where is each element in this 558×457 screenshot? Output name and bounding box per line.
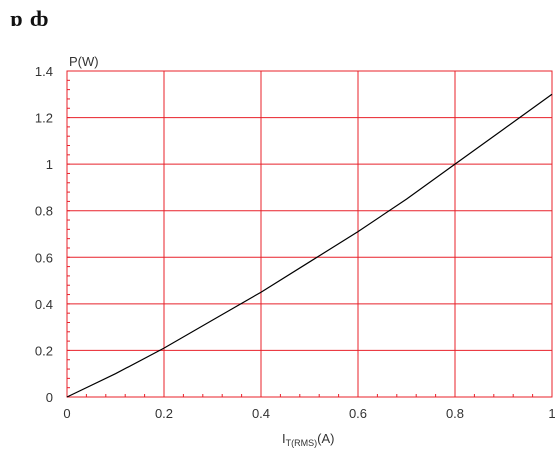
y-tick-label: 0.8	[35, 204, 53, 219]
y-tick-label: 0.2	[35, 343, 53, 358]
x-tick-label: 0	[63, 406, 70, 421]
y-tick-label: 0	[46, 390, 53, 405]
y-tick-label: 1.2	[35, 111, 53, 126]
x-axis-label-main: I	[282, 431, 286, 446]
x-axis-label-subscript: T(RMS)	[286, 438, 318, 448]
y-tick-label: 1	[46, 157, 53, 172]
y-axis-label: P(W)	[69, 54, 99, 69]
series-line	[66, 93, 553, 398]
series-layer	[66, 93, 553, 398]
y-tick-label: 0.6	[35, 250, 53, 265]
x-axis-label: IT(RMS)(A)	[282, 431, 334, 448]
tick-labels: 0 0.2 0.4 0.6 0.8 1 0 0.2 0.4 0.6 0.8 1 1.2 1.4	[35, 64, 556, 421]
y-tick-label: 0.4	[35, 297, 53, 312]
chart-title-glyphs: ɒ ȸ	[10, 6, 50, 31]
x-tick-label: 0.6	[349, 406, 367, 421]
x-tick-label: 0.2	[155, 406, 173, 421]
x-axis-label-unit: (A)	[317, 431, 334, 446]
minor-ticks	[66, 70, 553, 398]
y-tick-label: 1.4	[35, 64, 53, 79]
grid-lines	[66, 70, 553, 398]
x-tick-label: 0.4	[252, 406, 270, 421]
x-tick-label: 0.8	[446, 406, 464, 421]
plot-frame	[66, 70, 553, 398]
x-tick-label: 1	[548, 406, 555, 421]
